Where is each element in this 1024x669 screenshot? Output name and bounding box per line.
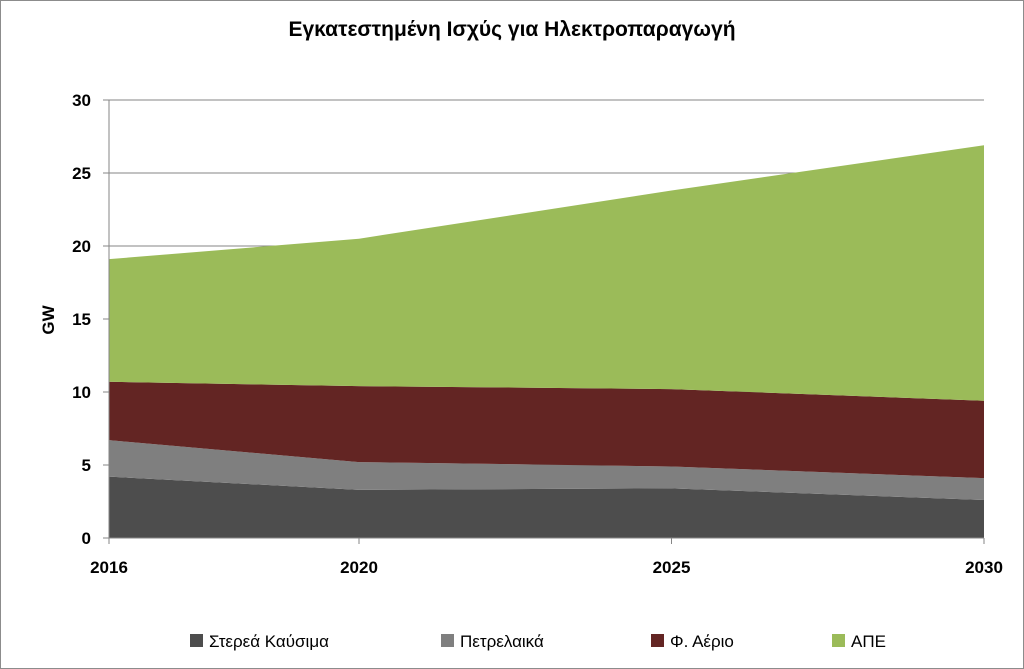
chart-title: Εγκατεστημένη Ισχύς για Ηλεκτροπαραγωγή <box>288 18 735 41</box>
legend-label: ΑΠΕ <box>851 632 886 651</box>
legend-label: Φ. Αέριο <box>670 632 734 651</box>
y-tick-label: 20 <box>72 237 91 256</box>
y-tick-labels: 0 5 10 15 20 25 30 <box>72 91 91 548</box>
y-axis-label: GW <box>39 304 58 334</box>
legend-label: Πετρελαικά <box>460 632 544 651</box>
y-tick-label: 0 <box>82 529 91 548</box>
y-tick-label: 30 <box>72 91 91 110</box>
area-series-4 <box>109 145 984 401</box>
y-tick-label: 10 <box>72 383 91 402</box>
x-tick-label: 2020 <box>340 558 378 577</box>
area-series <box>109 145 984 538</box>
y-tick-label: 25 <box>72 164 91 183</box>
x-tick-label: 2016 <box>90 558 128 577</box>
legend-label: Στερεά Καύσιμα <box>209 632 329 651</box>
area-series-1 <box>109 476 984 538</box>
x-tick-label: 2025 <box>653 558 691 577</box>
x-tick-label: 2030 <box>965 558 1003 577</box>
x-tick-labels: 2016 2020 2025 2030 <box>90 558 1003 577</box>
legend: Στερεά Καύσιμα Πετρελαικά Φ. Αέριο ΑΠΕ <box>190 632 886 651</box>
y-tick-label: 5 <box>82 456 91 475</box>
axes <box>103 99 985 544</box>
area-series-3 <box>109 381 984 479</box>
legend-swatch <box>190 634 203 647</box>
y-tick-label: 15 <box>72 310 91 329</box>
legend-swatch <box>441 634 454 647</box>
legend-swatch <box>651 634 664 647</box>
area-series-2 <box>109 440 984 501</box>
legend-swatch <box>832 634 845 647</box>
